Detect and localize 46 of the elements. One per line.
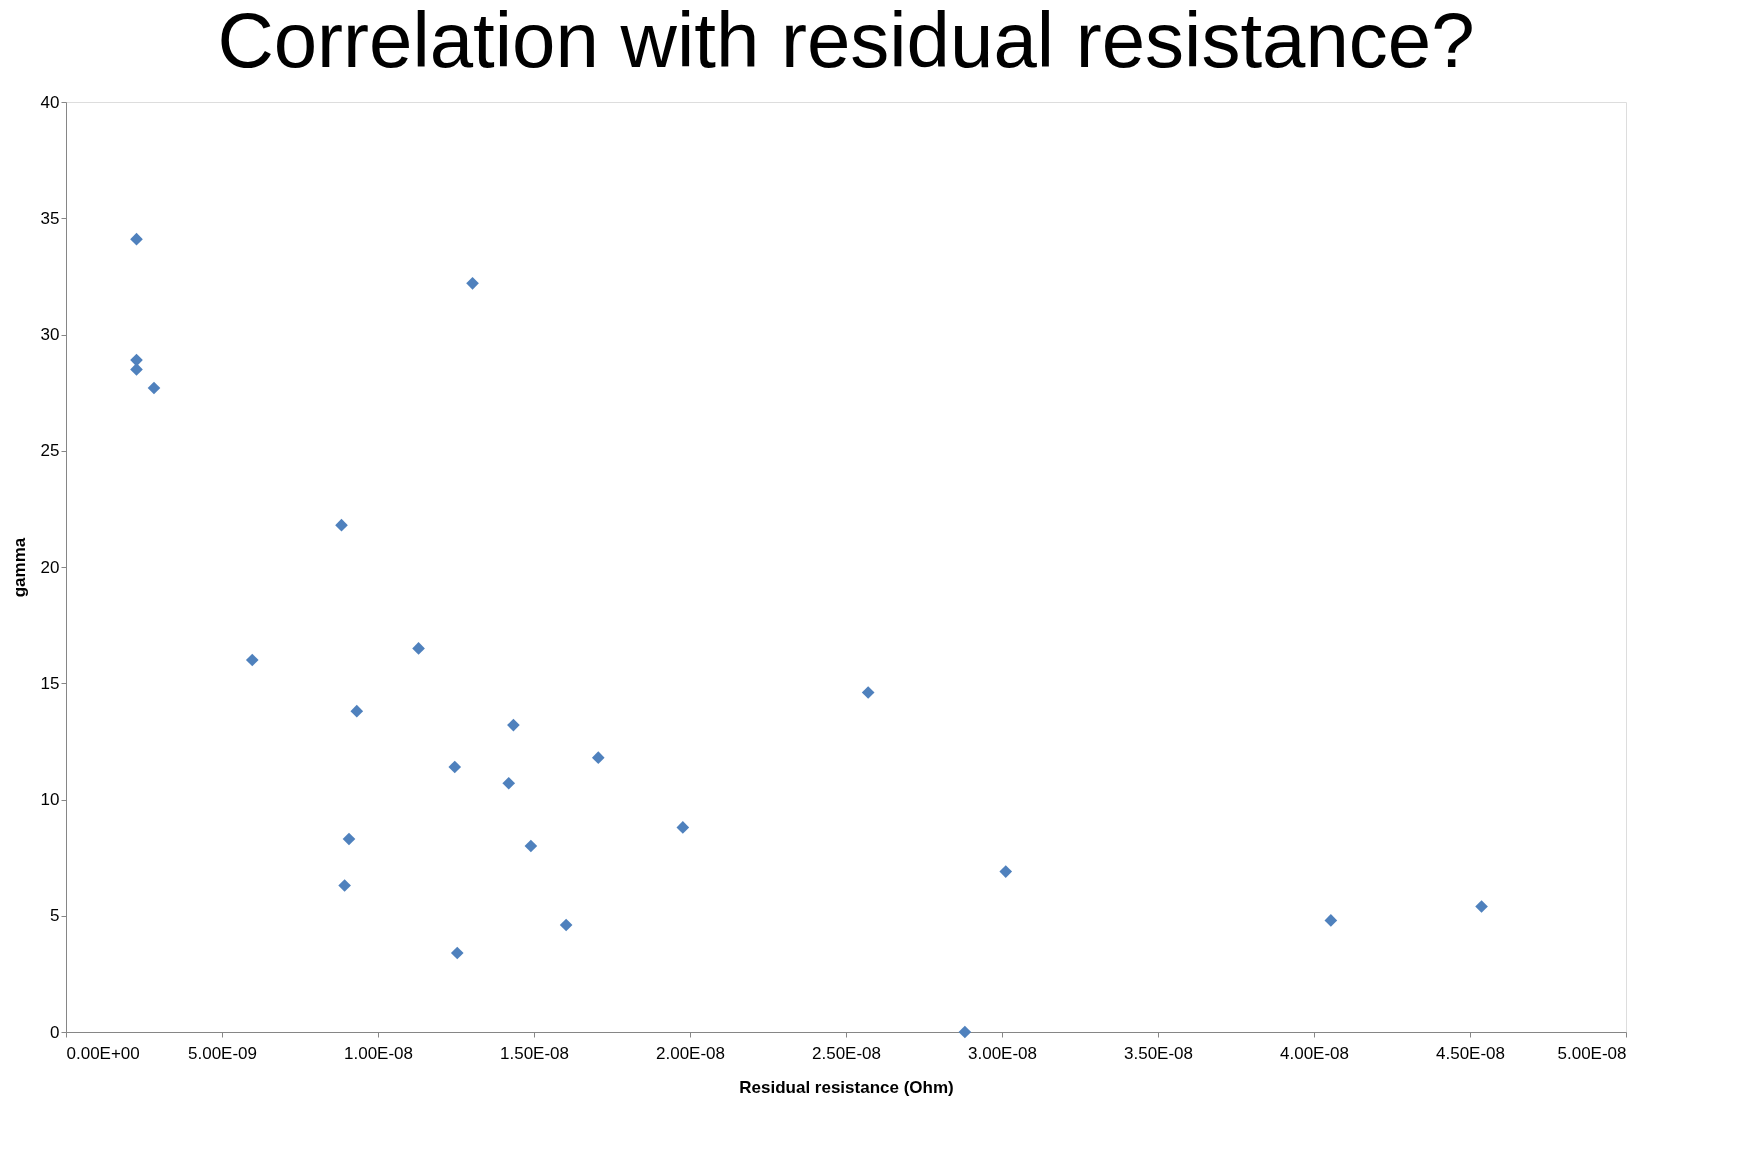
point	[591, 751, 605, 764]
point	[676, 821, 690, 834]
y-tick-label: 0	[50, 1022, 60, 1042]
x-axis-title: Residual resistance (Ohm)	[739, 1077, 954, 1097]
point	[1475, 900, 1488, 913]
point	[999, 865, 1013, 878]
point	[412, 642, 425, 655]
point	[559, 918, 573, 932]
y-tick-label: 10	[40, 790, 60, 809]
point	[335, 518, 348, 532]
point	[147, 381, 161, 395]
y-tick-label: 30	[40, 325, 60, 344]
point	[130, 232, 143, 246]
point	[450, 946, 464, 960]
point	[466, 277, 479, 290]
y-tick-label: 20	[40, 557, 60, 577]
point	[338, 879, 351, 892]
point	[524, 839, 538, 853]
point	[448, 760, 462, 774]
y-tick-label: 5	[50, 906, 60, 926]
x-tick-label: 5.00E-08	[1557, 1043, 1627, 1063]
x-tick-label: 2.50E-08	[812, 1043, 881, 1063]
x-tick-label: 3.50E-08	[1124, 1043, 1193, 1063]
point	[958, 1025, 972, 1039]
point	[350, 704, 364, 718]
x-tick-label: 5.00E-09	[188, 1043, 257, 1063]
point	[1324, 914, 1338, 927]
point	[245, 653, 259, 667]
point	[502, 776, 516, 790]
y-tick-label: 15	[40, 673, 60, 693]
x-tick-label: 1.50E-08	[500, 1043, 569, 1063]
point	[342, 832, 356, 846]
x-tick-label: 3.00E-08	[968, 1043, 1037, 1063]
point	[507, 718, 520, 732]
y-axis-title: gamma	[9, 537, 29, 598]
x-tick-label: 4.50E-08	[1436, 1043, 1505, 1063]
y-tick-label: 25	[40, 441, 60, 461]
y-tick-label: 35	[40, 208, 60, 228]
x-tick-label: 1.00E-08	[344, 1043, 413, 1063]
y-tick-label: 40	[40, 92, 60, 112]
x-tick-label: 2.00E-08	[656, 1043, 725, 1063]
point	[130, 363, 143, 376]
x-tick-label: 0.00E+00	[66, 1043, 140, 1063]
chart-title: Correlation with residual resistance?	[217, 0, 1475, 84]
x-tick-label: 4.00E-08	[1280, 1043, 1349, 1063]
point	[861, 686, 875, 699]
